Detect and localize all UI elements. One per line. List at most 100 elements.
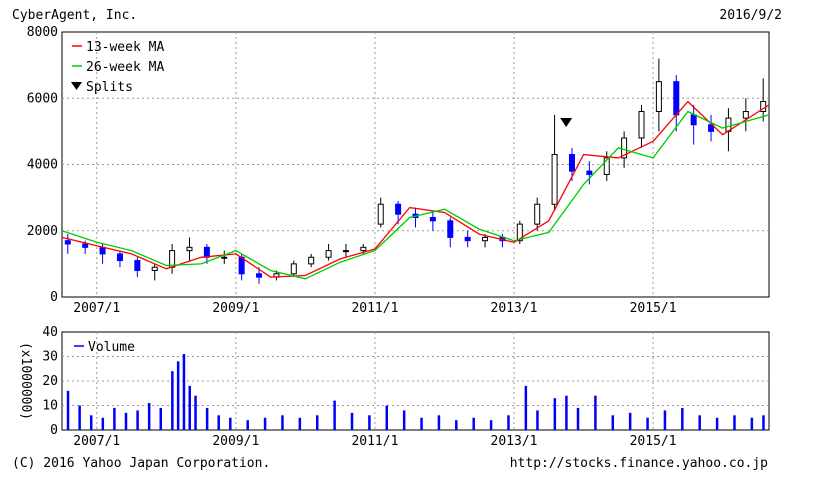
candle-body: [708, 124, 715, 132]
volume-bar: [350, 412, 354, 430]
volume-bar: [113, 407, 116, 430]
volume-bar: [576, 407, 580, 430]
volume-bar: [611, 415, 615, 430]
price-x-tick-label: 2011/1: [351, 301, 398, 316]
volume-y-tick-label: 10: [42, 399, 58, 414]
price-plot-frame: [61, 31, 770, 298]
candle-body: [360, 246, 367, 252]
candle-body: [64, 240, 71, 245]
candle-body: [325, 250, 332, 258]
volume-bar: [263, 417, 267, 430]
candle-body: [221, 256, 228, 259]
candle-body: [655, 81, 662, 112]
candle-body: [395, 203, 402, 215]
candle-body: [342, 250, 349, 253]
price-x-tick-label: 2013/1: [491, 301, 538, 316]
volume-y-tick-label: 40: [42, 325, 58, 340]
volume-bar: [136, 410, 139, 430]
volume-plot-frame: [61, 331, 770, 431]
ma26-line: [61, 110, 770, 280]
candle-body: [377, 203, 384, 225]
price-y-tick-label: 8000: [27, 25, 58, 40]
volume-bar: [402, 410, 406, 430]
volume-bar: [147, 403, 151, 430]
candle-body: [203, 246, 210, 258]
volume-bar: [698, 415, 701, 430]
volume-bar: [594, 395, 597, 430]
volume-bar: [246, 420, 249, 430]
legend-label-volume: Volume: [88, 340, 135, 355]
volume-bar: [489, 420, 493, 430]
volume-bar: [315, 415, 319, 430]
candle-body: [638, 111, 645, 139]
volume-bar: [472, 417, 475, 430]
candle-body: [82, 243, 89, 248]
volume-y-tick-label: 0: [50, 423, 58, 438]
candle-body: [621, 137, 628, 159]
volume-bar: [385, 405, 389, 430]
volume-bar: [89, 415, 93, 430]
volume-x-tick-label: 2009/1: [212, 434, 259, 449]
volume-bar: [368, 415, 371, 430]
candle-body: [186, 246, 193, 252]
volume-bar: [159, 407, 163, 430]
legend-label-ma13: 13-week MA: [86, 40, 164, 55]
candle-body: [290, 263, 297, 275]
candle-body: [516, 223, 523, 242]
volume-bar: [715, 417, 719, 430]
volume-x-tick-label: 2007/1: [73, 434, 120, 449]
volume-bar: [78, 405, 81, 430]
price-x-tick-label: 2009/1: [212, 301, 259, 316]
volume-bar: [762, 415, 765, 430]
volume-bar: [437, 415, 441, 430]
legend-label-ma26: 26-week MA: [86, 60, 164, 75]
company-name: CyberAgent, Inc.: [12, 8, 138, 23]
candle-body: [99, 246, 106, 255]
volume-bar: [536, 410, 539, 430]
volume-x-tick-label: 2015/1: [630, 434, 677, 449]
candle-body: [447, 220, 454, 238]
volume-bar: [628, 412, 632, 430]
volume-bar: [176, 361, 180, 430]
price-y-tick-label: 4000: [27, 158, 58, 173]
price-x-tick-label: 2015/1: [630, 301, 677, 316]
volume-bar: [66, 390, 70, 430]
price-panel: 0 2000 4000 6000 8000 2007/1 2009/1 2011/1 2013/…: [27, 25, 770, 316]
candle-body: [308, 256, 315, 265]
legend-label-splits: Splits: [86, 80, 133, 95]
volume-bar: [507, 415, 510, 430]
source-url[interactable]: http://stocks.finance.yahoo.co.jp: [509, 456, 768, 471]
volume-bar: [194, 395, 197, 430]
split-marker: [560, 118, 573, 127]
volume-bar: [420, 417, 423, 430]
candle-body: [690, 114, 697, 126]
volume-bar: [205, 407, 209, 430]
volume-bar: [750, 417, 754, 430]
volume-bar: [733, 415, 736, 430]
volume-bar: [124, 412, 128, 430]
volume-bar: [171, 371, 174, 430]
volume-y-axis-label: (x1000000): [18, 342, 33, 420]
volume-bar: [217, 415, 220, 430]
candle-body: [534, 203, 541, 225]
volume-x-tick-label: 2013/1: [491, 434, 538, 449]
volume-bar: [298, 417, 302, 430]
volume-x-tick-label: 2011/1: [351, 434, 398, 449]
volume-bar: [681, 407, 684, 430]
candle-body: [586, 170, 593, 175]
chart-date: 2016/9/2: [719, 8, 782, 23]
candle-body: [568, 154, 575, 172]
volume-bar: [553, 398, 557, 430]
candle-body: [238, 256, 245, 275]
candle-body: [116, 253, 123, 262]
volume-bar: [229, 417, 232, 430]
volume-bar: [646, 417, 649, 430]
candle-body: [551, 154, 558, 205]
volume-bar: [663, 410, 667, 430]
volume-bar: [455, 420, 458, 430]
candle-body: [482, 236, 489, 242]
legend-swatch-splits: [71, 82, 82, 90]
volume-bar: [524, 385, 528, 430]
copyright-text: (C) 2016 Yahoo Japan Corporation.: [12, 456, 271, 471]
